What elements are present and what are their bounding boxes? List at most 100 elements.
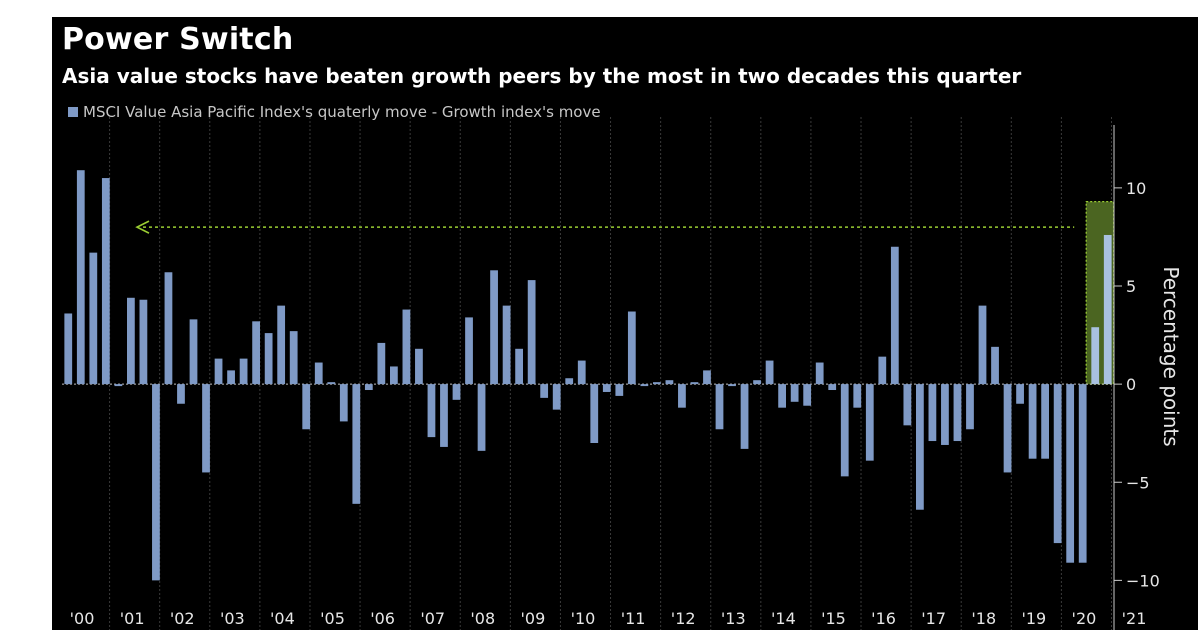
x-tick-label: '18 — [971, 609, 996, 628]
x-tick-label: '08 — [470, 609, 495, 628]
bar — [364, 384, 373, 391]
bar — [1028, 384, 1037, 459]
bar — [991, 346, 999, 385]
bar — [139, 299, 148, 385]
reference-arrow-head — [135, 220, 150, 234]
bar — [477, 384, 486, 451]
bar — [640, 384, 649, 387]
bar — [1003, 384, 1012, 473]
chart-subtitle: Asia value stocks have beaten growth pee… — [62, 64, 1022, 88]
bar — [853, 384, 862, 408]
bar — [552, 384, 561, 410]
x-tick-label: '19 — [1021, 609, 1046, 628]
y-axis-label: Percentage points — [1159, 266, 1183, 446]
bar — [177, 384, 185, 404]
y-tick-label: 5 — [1126, 277, 1136, 296]
bar — [227, 370, 235, 385]
bar — [126, 297, 135, 385]
bar — [828, 384, 837, 391]
bar — [327, 382, 336, 385]
bar — [715, 384, 724, 430]
bar — [690, 382, 699, 385]
bar — [214, 358, 223, 385]
x-tick-label: '17 — [921, 609, 946, 628]
bar — [890, 246, 899, 385]
bar — [277, 305, 286, 385]
bar — [339, 384, 348, 422]
bar — [427, 384, 436, 438]
y-tick-label: −5 — [1126, 473, 1150, 492]
y-tick-label: −10 — [1126, 571, 1160, 590]
bar — [1053, 384, 1062, 544]
x-tick-label: '10 — [571, 609, 596, 628]
bar — [465, 317, 473, 385]
bar — [627, 311, 636, 385]
x-tick-label: '21 — [1122, 609, 1147, 628]
bar — [665, 380, 674, 385]
x-tick-label: '09 — [521, 609, 546, 628]
bar — [778, 384, 787, 408]
bar — [941, 384, 949, 445]
chart-title: Power Switch — [62, 22, 294, 57]
bar — [377, 342, 386, 385]
bar — [765, 360, 774, 385]
bar — [652, 382, 661, 385]
bar — [740, 384, 749, 449]
bar — [840, 384, 849, 477]
bar — [1041, 384, 1050, 459]
bar — [728, 384, 736, 387]
x-tick-label: '00 — [70, 609, 95, 628]
bar — [978, 305, 987, 385]
legend-label: MSCI Value Asia Pacific Index's quaterly… — [83, 103, 601, 121]
x-tick-label: '16 — [871, 609, 896, 628]
x-tick-label: '03 — [220, 609, 245, 628]
bar — [239, 358, 248, 385]
y-tick-label: 10 — [1126, 179, 1146, 198]
x-tick-label: '02 — [170, 609, 195, 628]
bar — [402, 309, 411, 385]
bar — [152, 384, 160, 581]
bar — [577, 360, 586, 385]
bar — [1091, 327, 1100, 385]
bar — [966, 384, 974, 430]
bar — [903, 384, 912, 426]
x-tick-label: '05 — [320, 609, 345, 628]
x-tick-label: '01 — [120, 609, 145, 628]
bar — [452, 384, 461, 400]
bar — [440, 384, 448, 447]
x-tick-label: '06 — [370, 609, 395, 628]
legend: MSCI Value Asia Pacific Index's quaterly… — [68, 103, 601, 121]
bar — [865, 384, 874, 461]
bar — [1103, 234, 1112, 385]
bar — [515, 348, 524, 385]
bar — [953, 384, 962, 442]
legend-swatch — [68, 107, 78, 117]
x-tick-label: '20 — [1072, 609, 1097, 628]
chart-frame: Power Switch Asia value stocks have beat… — [52, 17, 1198, 630]
bar — [252, 321, 261, 385]
bar — [101, 178, 110, 385]
x-tick-label: '07 — [420, 609, 445, 628]
bar — [753, 380, 761, 385]
bar — [615, 384, 624, 396]
plot-area: −10 −5 0 5 10 Percentage points '00 '01 '02 '03 '0… — [62, 117, 1183, 630]
bar — [878, 356, 887, 385]
bar — [76, 170, 85, 385]
bar — [389, 366, 398, 385]
bar — [415, 348, 423, 385]
x-tick-label: '11 — [621, 609, 646, 628]
bar — [602, 384, 611, 392]
bar — [164, 272, 173, 385]
x-tick-label: '13 — [721, 609, 746, 628]
bar — [202, 384, 210, 473]
bar — [527, 280, 536, 385]
bar — [114, 384, 123, 387]
bar — [803, 384, 812, 406]
bar — [289, 331, 298, 385]
bar — [302, 384, 311, 430]
bar — [1066, 384, 1075, 563]
bar — [189, 319, 198, 385]
bar — [678, 384, 686, 408]
bar — [915, 384, 924, 510]
y-tick-label: 0 — [1126, 375, 1136, 394]
